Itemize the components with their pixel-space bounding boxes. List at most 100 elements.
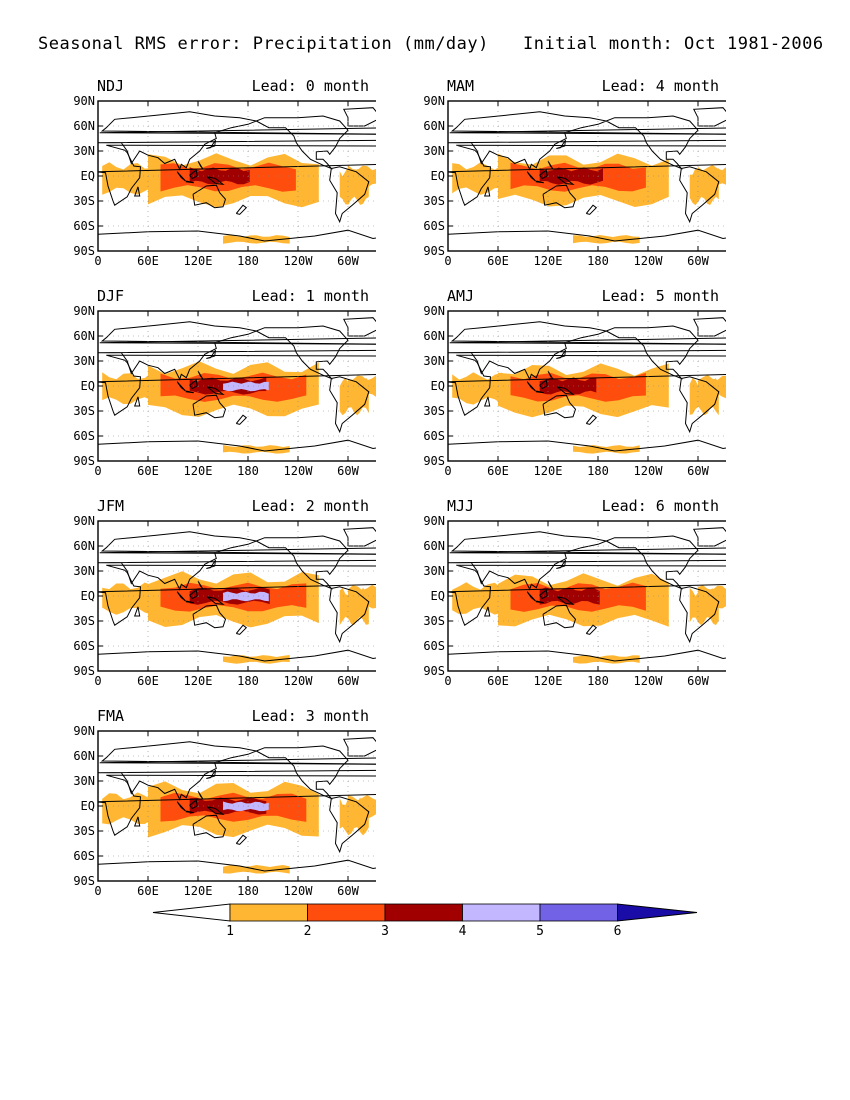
panel-season-label: MJJ [447,497,475,515]
lon-tick-label: 0 [94,254,101,268]
lat-tick-label: 30S [423,194,445,208]
lon-tick-label: 0 [444,674,451,688]
lat-tick-label: 30N [423,354,445,368]
grid-lines [98,521,376,671]
lat-tick-label: EQ [431,169,445,183]
lon-tick-label: 60E [487,254,509,268]
map-panel-fma: FMA Lead: 3 month 90N 60N 30N EQ 30S 60S 90S 0 6… [36,707,376,899]
lat-tick-label: 30N [423,144,445,158]
map: 90N60N30NEQ30S60S90S060E120E180120W60W0 [423,94,726,268]
lon-tick-label: 120E [184,674,213,688]
lat-tick-label: 90N [423,514,445,528]
lon-tick-label: 60W [687,674,709,688]
lon-tick-label: 60W [337,464,359,478]
colorbar-swatch [229,903,308,922]
colorbar-label: 3 [381,924,389,939]
lat-tick-label: 30S [73,404,95,418]
lon-tick-label: 120W [634,464,664,478]
lat-tick-label: 60S [73,429,95,443]
coastlines [448,317,726,452]
lon-tick-label: 120E [534,254,563,268]
lon-tick-label: 60W [687,254,709,268]
map: 90N60N30NEQ30S60S90S060E120E180120W60W0 [423,514,726,688]
lat-tick-label: EQ [81,799,95,813]
lon-tick-label: 60E [487,674,509,688]
lon-tick-label: 120W [284,464,314,478]
panel-lead-label: Lead: 4 month [601,77,719,95]
colorbar-label: 2 [304,924,312,939]
lat-tick-label: 90S [73,664,95,678]
lat-tick-label: 90S [73,454,95,468]
lat-tick-label: 60S [73,639,95,653]
colorbar-swatch [384,903,463,922]
lat-tick-label: 90S [423,244,445,258]
lon-tick-label: 120E [534,674,563,688]
lat-tick-label: 30N [73,354,95,368]
lat-tick-label: 90S [423,454,445,468]
lat-tick-label: EQ [431,589,445,603]
lat-tick-label: 30N [73,144,95,158]
grid-lines [98,101,376,251]
lat-tick-label: EQ [81,379,95,393]
grid-lines [448,311,726,461]
colorbar-arrow-low [152,903,231,922]
lat-tick-label: 30N [73,564,95,578]
coastlines [448,527,726,662]
lat-tick-label: 60N [73,539,95,553]
grid-lines [98,731,376,881]
lat-tick-label: 30S [73,614,95,628]
lon-tick-label: 180 [587,464,609,478]
lat-tick-label: 90N [73,724,95,738]
coastlines [98,317,376,452]
lon-tick-label: 60E [137,254,159,268]
lat-tick-label: 60S [423,639,445,653]
lon-tick-label: 120W [284,674,314,688]
lon-tick-label: 60E [137,674,159,688]
lon-tick-label: 120W [284,884,314,898]
lon-tick-label: 180 [587,674,609,688]
lat-tick-label: EQ [431,379,445,393]
grid-lines [98,311,376,461]
lat-tick-label: 90S [423,664,445,678]
coastlines [98,107,376,242]
lat-tick-label: 90N [73,514,95,528]
panel-season-label: JFM [97,497,125,515]
lat-tick-label: 60S [73,849,95,863]
lat-tick-label: 30N [73,774,95,788]
lon-tick-label: 180 [237,254,259,268]
colorbar-arrow-high [617,903,698,922]
figure-title: Seasonal RMS error: Precipitation (mm/da… [38,34,489,54]
map: 90N60N30NEQ30S60S90S060E120E180120W60W0 [73,94,376,268]
lon-tick-label: 120W [634,674,664,688]
lat-tick-label: 90S [73,874,95,888]
colorbar-swatch [462,903,541,922]
grid-lines [448,521,726,671]
lon-tick-label: 0 [444,464,451,478]
lon-tick-label: 120W [284,254,314,268]
panel-season-label: NDJ [97,77,125,95]
lat-tick-label: 60S [423,429,445,443]
lon-tick-label: 120E [184,464,213,478]
lon-tick-label: 180 [237,464,259,478]
lat-tick-label: 30S [73,194,95,208]
lon-tick-label: 120W [634,254,664,268]
colorbar-label: 4 [459,924,467,939]
lon-tick-label: 0 [94,674,101,688]
panel-season-label: AMJ [447,287,475,305]
lon-tick-label: 120E [184,254,213,268]
map-panel-ndj: NDJ Lead: 0 month 90N 60N 30N EQ 30S 60S 90S 0 6… [36,77,376,269]
map-panel-mam: MAM Lead: 4 month 90N 60N 30N EQ 30S 60S 90S 0 6… [386,77,726,269]
panel-lead-label: Lead: 6 month [601,497,719,515]
panel-lead-label: Lead: 3 month [251,707,369,725]
lon-tick-label: 60E [137,884,159,898]
lat-tick-label: 60N [73,749,95,763]
panel-lead-label: Lead: 1 month [251,287,369,305]
lon-tick-label: 60E [487,464,509,478]
lat-tick-label: EQ [81,169,95,183]
lon-tick-label: 120E [184,884,213,898]
coastlines [98,527,376,662]
map: 90N60N30NEQ30S60S90S060E120E180120W60W0 [73,304,376,478]
lon-tick-label: 60W [337,674,359,688]
lon-tick-label: 180 [587,254,609,268]
panel-season-label: DJF [97,287,125,305]
